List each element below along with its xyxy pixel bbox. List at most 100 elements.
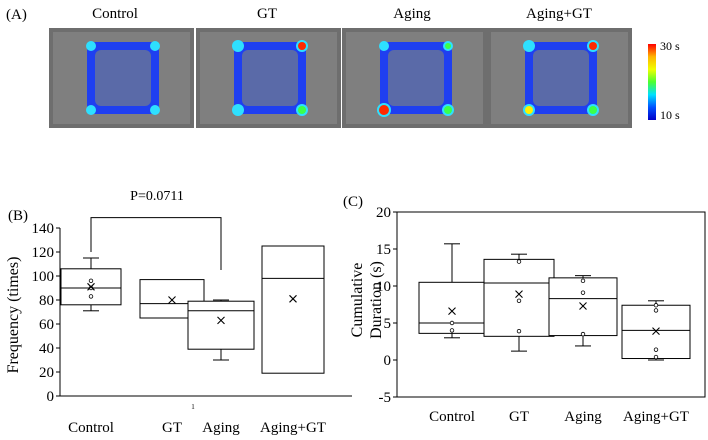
data-point [88,278,94,283]
heatmap-control [49,28,194,128]
mean-marker-stroke [168,296,176,304]
panel-b-label: (B) [8,208,28,224]
mean-marker [289,294,297,303]
y-tick-label: 60 [39,317,54,333]
heatmap-aging-gt [487,28,632,128]
heatmap-hotspot-core [152,107,158,113]
x-tick-label-aging: Aging [202,420,240,436]
heatmap-hotspot-core [525,42,533,50]
box-aging [548,275,618,347]
mean-marker-stroke [448,307,456,316]
panel-a-label-aging-gt: Aging+GT [526,6,592,22]
mean-marker [652,327,660,336]
y-tick-label: 40 [39,341,54,357]
y-tick-label: 120 [32,245,55,261]
y-tick-label: 15 [376,242,391,258]
panel-a-label-aging: Aging [393,6,431,22]
heatmap-hotspot-core [444,106,452,114]
y-tick-label: 20 [376,205,391,221]
data-point [580,331,586,337]
data-point [653,303,659,308]
heatmap-hotspot-core [234,42,242,50]
axes: -5 0 5 10 15 20 Control GT Aging Aging+GT [376,205,706,425]
colorbar-max-label: 30 s [660,39,680,53]
mean-marker [515,290,523,299]
y-tick-label: 5 [384,316,392,332]
axes: 0 20 40 60 80 100 120 140 Control GT Aging Aging+GT [32,221,352,436]
heatmap-hotspot-core [298,42,306,50]
heatmap-hotspot-core [589,42,597,50]
heatmap-center [242,50,298,106]
panel-c-ylabel-line-2: Duration (s) [368,261,385,339]
panel-a-label-control: Control [92,6,138,22]
data-point [653,354,659,360]
heatmap-hotspot-core [379,105,389,115]
heatmap-center [388,50,444,106]
panel-a-label: (A) [6,7,27,23]
heatmap-hotspot-core [298,106,306,114]
colorbar-min-label: 10 s [660,108,680,122]
x-tick-label-gt: GT [162,420,182,436]
y-tick-label: 100 [32,269,55,285]
y-tick-label: 0 [47,389,55,405]
panel-b-annotation-text: P=0.0711 [130,189,184,204]
colorbar-gradient [648,44,656,120]
data-point [516,259,522,264]
x-tick-label-gt: GT [509,409,529,425]
box-aging [187,299,255,361]
significance-bracket [90,217,222,270]
x-tick-label-control: Control [68,420,114,436]
box-iqr [261,245,325,374]
y-tick-label: 0 [384,353,392,369]
y-tick-label: 20 [39,365,54,381]
colorbar: 30 s 10 s [648,39,680,122]
box-gt [483,253,555,352]
box-iqr [418,281,486,334]
box-control [418,243,486,339]
mean-marker-stroke [652,327,660,336]
heatmap-hotspot-core [445,43,451,49]
heatmap-aging [342,28,487,128]
data-point [653,347,659,352]
heatmap-hotspot-core [152,43,158,49]
data-point [516,328,522,334]
panel-a: (A) Control GT Aging Aging+GT 30 s 10 s [6,6,680,128]
heatmap-center [533,50,589,106]
heatmap-hotspot-core [88,107,94,113]
y-tick-label: 10 [376,279,391,295]
mean-marker [217,316,225,325]
panel-c-label: (C) [343,194,363,210]
data-point [653,308,659,313]
mean-marker-stroke [579,302,587,310]
mean-marker-stroke [289,294,297,303]
data-point [580,278,586,284]
data-point [516,298,522,303]
mean-marker [448,307,456,316]
panel-c-chart: (C) Cumulative Duration (s) -5 0 5 10 15 20 Co… [343,194,706,425]
heatmap-center [95,50,151,106]
mean-marker [168,296,176,304]
box-control [60,257,122,312]
heatmap-hotspot-core [525,106,533,114]
panel-b-chart: (B) Frequency (times) P=0.0711 1 0 20 40 60… [5,189,352,436]
y-tick-label: 80 [39,293,54,309]
heatmap-gt [196,28,341,128]
y-tick-label: -5 [379,390,392,406]
box-aging-gt [621,300,691,361]
y-tick-label: 140 [32,221,55,237]
data-point [449,328,455,333]
plot-frame [396,211,706,398]
panel-a-label-gt: GT [257,6,277,22]
heatmap-hotspot-core [589,106,597,114]
box-iqr [483,258,555,337]
panel-b-ylabel: Frequency (times) [5,257,22,374]
heatmap-hotspot-core [381,43,387,49]
data-point [580,290,586,295]
x-tick-label-control: Control [429,409,475,425]
heatmap-hotspot-core [234,106,242,114]
x-tick-label-aging-gt: Aging+GT [623,409,689,425]
mean-marker-stroke [217,316,225,325]
x-tick-label-aging: Aging [564,409,602,425]
mean-marker [579,302,587,310]
